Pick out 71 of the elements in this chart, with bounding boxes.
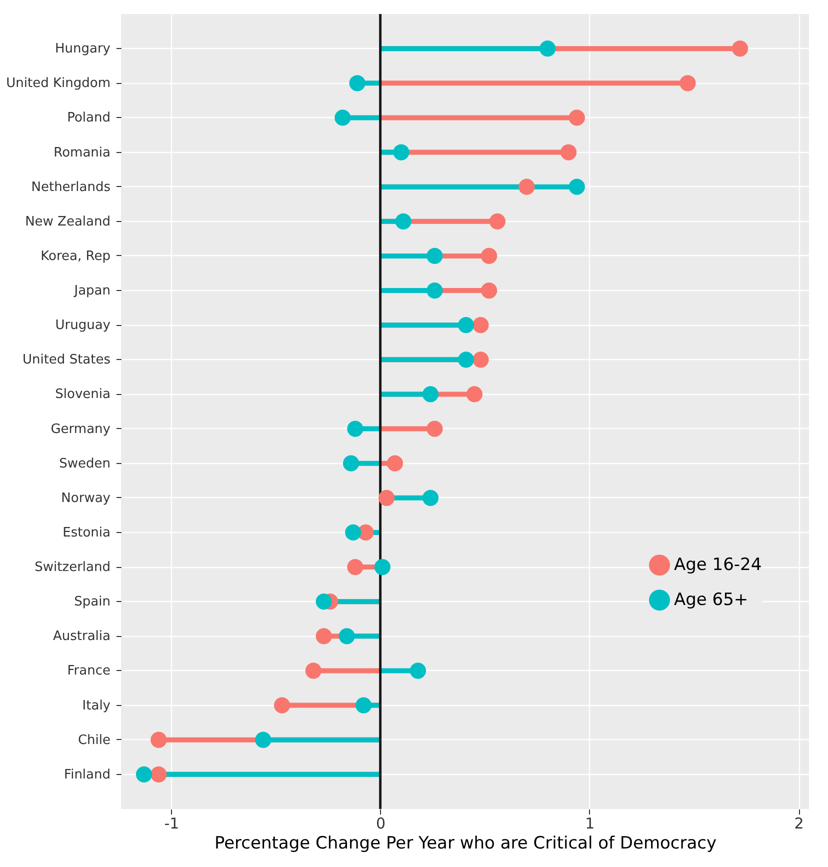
point: [305, 662, 322, 679]
point: [393, 144, 410, 160]
point: [458, 352, 474, 368]
point: [480, 248, 498, 264]
y-tick-label: Estonia: [62, 525, 110, 540]
x-axis-title: Percentage Change Per Year who are Critical of Democracy: [214, 834, 717, 854]
point: [426, 248, 443, 264]
y-tick-label: Norway: [61, 490, 111, 506]
point: [342, 455, 360, 472]
y-tick-label: Spain: [74, 594, 110, 610]
point: [316, 628, 332, 644]
point: [410, 662, 426, 679]
x-tick-label: -1: [164, 814, 180, 832]
point: [136, 766, 152, 782]
point: [732, 40, 748, 57]
point: [480, 282, 498, 299]
y-tick-label: Korea, Rep: [40, 248, 110, 264]
y-tick-label: Japan: [73, 284, 110, 299]
point: [347, 558, 364, 576]
y-tick-label: Poland: [67, 110, 110, 126]
point: [150, 732, 167, 748]
point: [378, 490, 395, 506]
y-tick-label: Hungary: [54, 42, 111, 57]
legend-label: Age 16-24: [674, 555, 762, 576]
y-tick-label: Slovenia: [55, 387, 110, 402]
legend-label: Age 65+: [674, 590, 748, 610]
y-tick-label: Italy: [82, 698, 111, 714]
point: [426, 420, 443, 437]
point: [316, 594, 332, 610]
y-tick-label: United States: [22, 352, 111, 368]
point: [568, 178, 585, 195]
y-tick-label: Sweden: [59, 456, 110, 472]
point: [345, 524, 362, 541]
point: [349, 75, 366, 92]
y-tick-label: Australia: [52, 629, 110, 644]
point: [422, 386, 439, 402]
x-tick-label: 2: [794, 814, 804, 832]
point: [540, 40, 556, 57]
point: [356, 697, 372, 714]
point: [426, 282, 443, 299]
point: [386, 455, 404, 472]
point: [472, 352, 489, 368]
point: [560, 144, 577, 160]
point: [347, 420, 364, 437]
y-tick-label: United Kingdom: [6, 76, 110, 92]
y-tick-label: France: [67, 664, 110, 679]
point: [518, 178, 535, 195]
point: [466, 386, 482, 402]
y-tick-label: Finland: [64, 767, 110, 782]
point: [374, 558, 390, 576]
x-tick-label: 1: [585, 814, 595, 832]
y-tick-label: Netherlands: [31, 180, 111, 195]
point: [472, 317, 489, 334]
point: [334, 110, 351, 126]
y-tick-label: Romania: [54, 145, 110, 160]
point: [458, 317, 474, 334]
point: [568, 110, 585, 126]
y-tick-label: Chile: [78, 732, 110, 748]
point: [489, 213, 506, 230]
y-tick-label: Germany: [50, 422, 111, 437]
point: [422, 490, 439, 506]
point: [274, 697, 290, 714]
point: [395, 213, 412, 230]
point: [338, 628, 355, 644]
point: [150, 766, 167, 782]
y-tick-label: Switzerland: [34, 560, 110, 576]
point: [680, 75, 696, 92]
y-tick-label: Uruguay: [55, 318, 111, 334]
x-tick-label: 0: [376, 814, 386, 832]
y-tick-label: New Zealand: [25, 214, 110, 230]
point: [255, 732, 272, 748]
